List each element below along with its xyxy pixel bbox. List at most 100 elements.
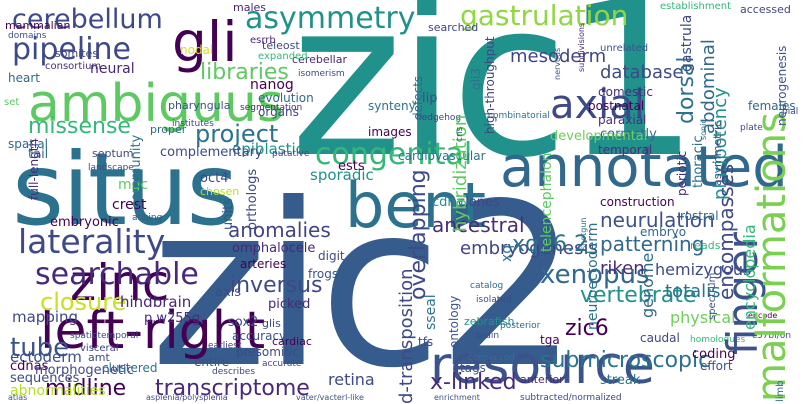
cloud-word-temporal: temporal [598,143,653,157]
cloud-word-xq: xq [499,244,515,262]
cloud-word-gli: gli [172,10,238,74]
cloud-word-glis: glis [262,317,281,330]
cloud-word-gli3: gastrula [679,14,695,72]
cloud-word-submicroscopic: submicroscopic [540,348,711,373]
cloud-word-conserved: entire [194,355,230,369]
cloud-word-embryo: embryo [640,225,687,239]
cloud-word-arising: arising [132,213,163,223]
cloud-word-institutes: institutes [172,119,214,129]
cloud-word-anterior: streak [600,373,641,388]
cloud-word-streak: tags [460,361,486,375]
cloud-word-oct4: oct4 [200,171,229,186]
cloud-word-high-throughput: high-throughput [483,36,497,134]
cloud-word-accessed: accessed [740,3,791,16]
cloud-word-frogs: frogs [308,267,339,281]
cloud-word-correctly: correctly [600,127,657,142]
cloud-word-nodal: nodal [180,43,214,57]
cloud-word-neurulation: neurulation [600,208,715,232]
cloud-word-neural: neural [90,61,135,77]
cloud-word-accuracy: accuracy [232,329,287,343]
cloud-word-searched: searched [428,21,479,34]
cloud-word-searchable: searchable [35,257,199,292]
cloud-word-septum: septum [92,147,134,160]
cloud-word-images: images [368,125,412,139]
cloud-word-crest: crest [112,197,147,213]
cloud-word-vertebrate: vertebrate [580,283,697,308]
cloud-word-abnormalities: anterior [520,373,564,386]
cloud-word-hemizygous: hemizygous [655,260,752,279]
cloud-word-chosen: chosen [200,185,240,198]
cloud-word-limb: c57bl/6n [752,331,792,341]
cloud-word-hindbrain: hindbrain [120,293,192,311]
cloud-word-tags: accurate [262,359,302,369]
cloud-word-129sv: gli3 [469,68,483,90]
cloud-word-riken: riken [600,258,645,279]
cloud-word-annotated: annotated [500,135,788,200]
cloud-word-expanded: expanded [258,51,308,62]
cloud-word-midline: midline [45,376,127,401]
cloud-word-picked: picked [268,297,311,312]
cloud-word-embryogenesis: embryogenesis [460,238,598,259]
cloud-word-libraries: libraries [200,60,289,85]
cloud-word-mapping: mapping [12,308,79,326]
cloud-word-sporadic: sporadic [310,166,374,184]
cloud-word-putative: putative [272,149,310,159]
cloud-word-subdivisions: subdivisions [577,22,586,72]
cloud-word-xenopus: xenopus [540,260,650,290]
cloud-word-situs: situs [12,131,239,248]
cloud-word-tail: tail [28,147,49,162]
cloud-word-patterning: patterning [600,232,705,256]
cloud-word-describes: spatiotemporal [70,331,139,341]
cloud-word-pharyngula: pharyngula [168,99,231,112]
cloud-word-domestic: domestic [598,85,653,99]
cloud-word-esrrb: esrrb [250,35,276,46]
cloud-word-neurogenesis: neurogenesis [775,45,789,126]
cloud-word-paraxial: paraxial [598,113,647,127]
cloud-word-resource: resource [430,336,655,396]
cloud-word-telencephalon: telencephalon [539,152,555,252]
cloud-word-laterality: laterality [18,222,166,261]
cloud-word-cardiac: cardiac [272,335,312,348]
cloud-word-lip: lip [422,91,438,106]
cloud-word-segmentation: segmentation [240,103,303,113]
cloud-word-zic2: zic2 [150,156,579,404]
cloud-word-zic1: zic1 [290,0,700,205]
cloud-word-accurate: describes [212,367,256,377]
cloud-word-presomitic: visceral [80,343,119,354]
cloud-word-coding: tga [540,333,560,347]
cloud-word-sequences: limb [775,380,786,402]
cloud-word-establishment: establishment [660,1,732,12]
cloud-word-subtracted-normalized: enrichment [434,393,480,402]
cloud-word-brain: posterior [500,321,541,331]
cloud-word-xq26-2: xq26.2 [512,232,588,257]
cloud-word-cerebellum: cerebellum [12,4,163,35]
cloud-word-congenital: congenital [315,137,473,172]
cloud-word-gastrulation: gastrulation [460,0,629,32]
cloud-word-project: project [195,120,279,148]
cloud-word-closure: closure [40,288,127,316]
cloud-word-database: database [600,62,684,83]
cloud-word-mgc: mgc [118,177,149,193]
cloud-word-atlas: abnormalities [10,383,106,399]
cloud-word-rostral: rostral [680,209,719,223]
cloud-word-thoracic: thoracic [691,135,706,188]
cloud-word-reads: reads [690,239,721,252]
cloud-word-ambiguus: ambiguus [28,74,284,134]
cloud-word-earliest: clustered [102,361,158,375]
cloud-word-embryonic: embryonic [50,215,119,230]
cloud-word-encode: effort [700,359,733,373]
cloud-word-combinatorial: combinatorial [488,111,550,121]
cloud-word-inversus: inversus [230,273,323,298]
cloud-word-landscape: landscape [88,163,134,173]
cloud-word-cdna: cdna [432,195,464,210]
cloud-word-c57bl-6n: encode [748,311,778,320]
cloud-word-somites: somites [55,47,99,60]
cloud-word-asymmetry: asymmetry [245,1,416,36]
cloud-word-ests: ests [338,159,365,174]
cloud-word-epiblastic: epiblastic [232,140,304,158]
cloud-word-females: females [748,99,796,113]
cloud-word-vater-vacterl-like: asplenia/polysplenia [146,393,228,402]
cloud-word-developmental: developmental [550,129,648,144]
cloud-word-clustered: sequences [10,371,80,386]
